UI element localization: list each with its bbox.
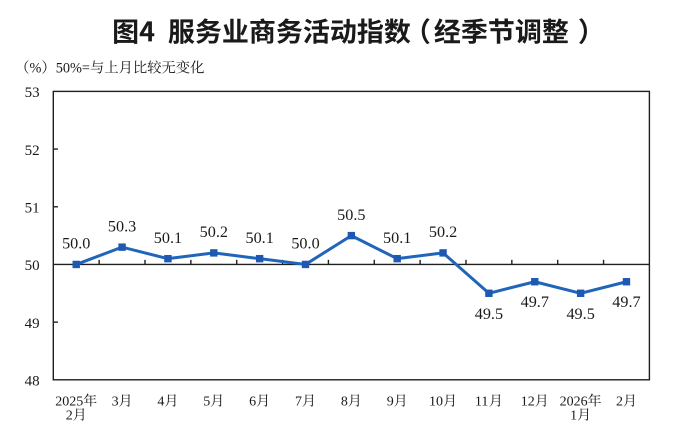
svg-text:50.2: 50.2 [200, 223, 228, 241]
svg-text:48: 48 [25, 374, 40, 390]
svg-text:5: 5 [203, 395, 210, 410]
svg-text:4: 4 [157, 395, 164, 410]
svg-text:7: 7 [295, 395, 302, 410]
svg-text:51: 51 [25, 201, 40, 217]
svg-text:3: 3 [112, 395, 119, 410]
svg-text:53: 53 [25, 85, 40, 101]
svg-text:50.1: 50.1 [245, 229, 273, 247]
svg-text:49.7: 49.7 [521, 293, 549, 311]
svg-text:9: 9 [387, 395, 394, 410]
svg-text:50.0: 50.0 [291, 235, 319, 253]
svg-text:8: 8 [341, 395, 348, 410]
svg-text:11: 11 [475, 395, 488, 410]
svg-text:50%=: 50%= [56, 60, 90, 76]
svg-text:10: 10 [429, 395, 443, 410]
svg-text:%: % [30, 60, 42, 76]
svg-text:50.1: 50.1 [154, 229, 182, 247]
svg-text:49.5: 49.5 [566, 305, 594, 323]
svg-text:50.3: 50.3 [108, 217, 136, 235]
svg-text:2: 2 [66, 409, 73, 424]
svg-text:12: 12 [521, 395, 535, 410]
svg-text:2: 2 [616, 395, 623, 410]
svg-text:1: 1 [570, 409, 577, 424]
svg-text:50: 50 [25, 258, 40, 274]
svg-text:49.5: 49.5 [475, 305, 503, 323]
svg-text:52: 52 [25, 143, 40, 159]
svg-text:2025: 2025 [55, 395, 83, 410]
svg-text:50.2: 50.2 [429, 223, 457, 241]
svg-text:50.1: 50.1 [383, 229, 411, 247]
svg-text:50.5: 50.5 [337, 206, 365, 224]
svg-text:6: 6 [249, 395, 256, 410]
svg-text:2026: 2026 [560, 395, 588, 410]
svg-text:50.0: 50.0 [62, 235, 90, 253]
svg-text:49: 49 [25, 316, 40, 332]
svg-text:49.7: 49.7 [612, 293, 640, 311]
